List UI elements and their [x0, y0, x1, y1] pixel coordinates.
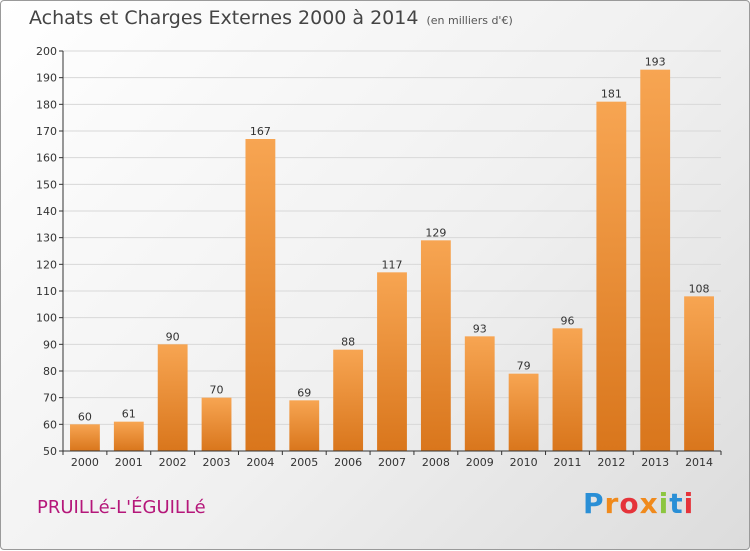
- x-tick-label-2012: 2012: [597, 456, 625, 469]
- x-tick-label-2007: 2007: [378, 456, 406, 469]
- y-tick-label: 80: [43, 365, 57, 378]
- data-label-2014: 108: [689, 282, 710, 295]
- x-tick-label-2000: 2000: [71, 456, 99, 469]
- data-label-2006: 88: [341, 336, 355, 349]
- y-tick-label: 190: [36, 72, 57, 85]
- bar-2004: [245, 139, 276, 451]
- chart-unit: (en milliers d'€): [426, 14, 513, 27]
- y-tick-label: 60: [43, 418, 57, 431]
- x-tick-label-2003: 2003: [203, 456, 231, 469]
- y-tick-label: 70: [43, 392, 57, 405]
- x-tick-label-2004: 2004: [246, 456, 274, 469]
- data-label-2003: 70: [210, 384, 224, 397]
- data-label-2008: 129: [425, 226, 446, 239]
- bar-2008: [420, 240, 451, 451]
- x-tick-label-2006: 2006: [334, 456, 362, 469]
- chart-title-text: Achats et Charges Externes 2000 à 2014: [29, 7, 419, 29]
- axes: 50 60 70 80 90 100 110 120 130 140 150 160 170 180 190…: [36, 45, 722, 469]
- y-tick-label: 140: [36, 205, 57, 218]
- bar-2014: [684, 296, 714, 451]
- bar-2003: [201, 397, 232, 451]
- bar-2000: [70, 424, 100, 451]
- y-tick-label: 120: [36, 258, 57, 271]
- y-tick-label: 180: [36, 98, 57, 111]
- data-label-2011: 96: [560, 314, 574, 327]
- x-tick-label-2001: 2001: [115, 456, 143, 469]
- bar-2013: [640, 69, 671, 452]
- bar-2012: [596, 101, 627, 452]
- bar-2011: [552, 328, 583, 451]
- x-tick-label-2011: 2011: [553, 456, 581, 469]
- commune-name: PRUILLé-L'ÉGUILLé: [37, 497, 206, 518]
- y-tick-label: 130: [36, 232, 57, 245]
- data-label-2004: 167: [250, 125, 271, 138]
- bar-2009: [464, 336, 495, 451]
- x-tick-label-2013: 2013: [641, 456, 669, 469]
- y-tick-label: 110: [36, 285, 57, 298]
- x-tick-label-2008: 2008: [422, 456, 450, 469]
- bar-2001: [113, 421, 144, 451]
- data-labels: 60 61 90 70 167 69 88 117 129 93 79 96 181 193 108: [78, 56, 710, 424]
- data-label-2009: 93: [473, 322, 487, 335]
- data-label-2000: 60: [78, 410, 92, 423]
- bar-2002: [157, 344, 188, 451]
- y-tick-label: 200: [36, 45, 57, 58]
- data-label-2010: 79: [517, 360, 531, 373]
- bar-2007: [377, 272, 407, 451]
- x-tick-label-2010: 2010: [510, 456, 538, 469]
- y-tick-label: 90: [43, 338, 57, 351]
- bar-2005: [289, 400, 320, 451]
- x-tick-label-2014: 2014: [685, 456, 713, 469]
- x-tick-label-2005: 2005: [290, 456, 318, 469]
- bar-2006: [333, 349, 364, 451]
- bar-2010: [508, 373, 539, 451]
- y-tick-label: 50: [43, 445, 57, 458]
- y-tick-label: 170: [36, 125, 57, 138]
- bars: [70, 69, 714, 452]
- chart-title: Achats et Charges Externes 2000 à 2014 (e…: [29, 7, 513, 29]
- data-label-2007: 117: [382, 258, 403, 271]
- y-tick-label: 150: [36, 178, 57, 191]
- data-label-2012: 181: [601, 88, 622, 101]
- data-label-2001: 61: [122, 408, 136, 421]
- data-label-2005: 69: [297, 386, 311, 399]
- data-label-2002: 90: [166, 330, 180, 343]
- x-tick-label-2009: 2009: [466, 456, 494, 469]
- y-tick-label: 160: [36, 152, 57, 165]
- data-label-2013: 193: [645, 56, 666, 69]
- proxiti-logo: Proxiti: [583, 487, 695, 520]
- x-tick-label-2002: 2002: [159, 456, 187, 469]
- y-tick-label: 100: [36, 312, 57, 325]
